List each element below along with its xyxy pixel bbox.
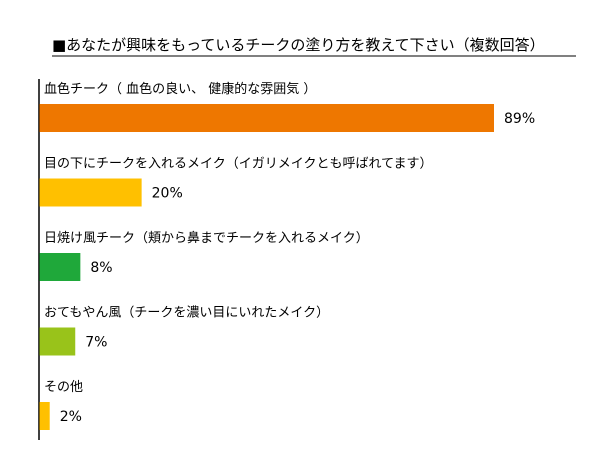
category-label: その他 [44,380,83,395]
bar [39,104,494,132]
bar [39,253,81,281]
category-label: 目の下にチークを入れるメイク（イガリメイクとも呼ばれてます） [44,157,432,172]
bar [39,178,142,207]
category-label: 日焼け風チーク（頬から鼻までチークを入れるメイク） [44,230,369,246]
bar [39,327,76,356]
bar-value-label: 7% [85,335,107,351]
chart-title: ■あなたが興味をもっているチークの塗り方を教えて下さい（複数回答） [52,36,545,54]
category-label: おてもやん風（チークを濃い目にいれたメイク） [44,306,329,321]
bars-group: 血色チーク（ 血色の良い、 健康的な雰囲気 ） 89% 目の下にチークを入れるメイク… [39,81,535,430]
category-label: 血色チーク（ 血色の良い、 健康的な雰囲気 ） [44,81,316,97]
bar-value-label: 8% [90,260,112,276]
bar-value-label: 89% [504,111,535,127]
bar-value-label: 20% [152,186,183,202]
bar-value-label: 2% [60,409,82,425]
bar [39,402,50,430]
